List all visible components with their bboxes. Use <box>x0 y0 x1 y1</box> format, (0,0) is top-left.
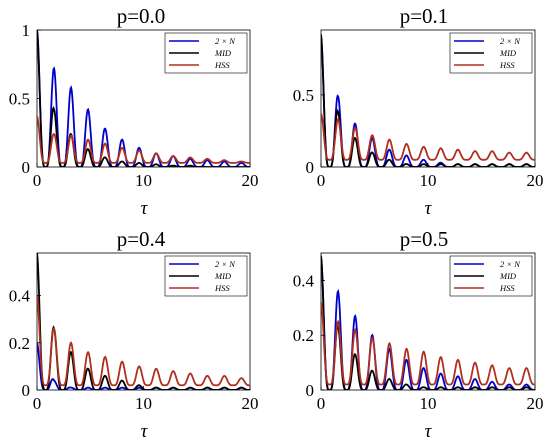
legend-label: MID <box>499 48 517 58</box>
legend: 2 × N MID HSS <box>164 255 248 297</box>
x-tick-label: 10 <box>135 394 152 413</box>
subplot-p1: p=0.1 τ 0 10 20 0 0.5 2 × N MID HSS <box>293 4 544 219</box>
subplot-p0: p=0.0 τ 0 10 20 0 0.5 1 2 × N MID HSS <box>9 4 259 219</box>
series-line-2 <box>37 295 250 387</box>
y-tick-label: 0.4 <box>293 271 315 290</box>
x-tick-label: 20 <box>527 394 544 413</box>
x-axis-label: τ <box>425 198 433 219</box>
legend: 2 × N MID HSS <box>449 255 533 297</box>
y-tick-label: 0 <box>22 158 31 177</box>
subplot-p5: p=0.5 τ 0 10 20 0 0.2 0.4 2 × N MID HSS <box>293 227 544 440</box>
x-axis-label: τ <box>141 198 149 219</box>
y-tick-label: 0.5 <box>293 86 314 105</box>
legend-label: HSS <box>214 283 230 293</box>
legend-label: HSS <box>499 60 515 70</box>
legend: 2 × N MID HSS <box>449 32 533 74</box>
subplot-title: p=0.1 <box>400 4 449 28</box>
series-line-2 <box>37 115 250 164</box>
series-line-2 <box>321 113 535 161</box>
legend-label: MID <box>214 271 232 281</box>
x-tick-label: 0 <box>33 171 42 190</box>
y-tick-label: 0.2 <box>293 326 314 345</box>
x-tick-label: 0 <box>317 394 326 413</box>
legend-label: MID <box>214 48 232 58</box>
legend-label: 2 × N <box>500 259 521 269</box>
legend-label: MID <box>499 271 517 281</box>
legend-label: HSS <box>499 283 515 293</box>
series-line-2 <box>321 302 535 386</box>
x-tick-label: 0 <box>33 394 42 413</box>
x-tick-label: 20 <box>242 394 259 413</box>
x-tick-label: 20 <box>242 171 259 190</box>
legend-label: 2 × N <box>215 259 236 269</box>
legend: 2 × N MID HSS <box>164 32 248 74</box>
x-axis-label: τ <box>425 421 433 440</box>
x-tick-label: 0 <box>317 171 326 190</box>
y-tick-label: 0 <box>306 381 315 400</box>
legend-label: 2 × N <box>500 36 521 46</box>
y-tick-label: 0.4 <box>9 287 31 306</box>
legend-label: 2 × N <box>215 36 236 46</box>
y-tick-label: 0.5 <box>9 90 30 109</box>
x-tick-label: 10 <box>135 171 152 190</box>
y-tick-label: 1 <box>22 21 31 40</box>
y-tick-label: 0.2 <box>9 334 30 353</box>
subplot-p4: p=0.4 τ 0 10 20 0 0.2 0.4 2 × N MID HSS <box>9 227 259 440</box>
subplot-title: p=0.5 <box>400 227 449 251</box>
y-tick-label: 0 <box>22 381 31 400</box>
x-tick-label: 10 <box>420 171 437 190</box>
subplot-title: p=0.4 <box>117 227 166 251</box>
x-tick-label: 20 <box>527 171 544 190</box>
legend-label: HSS <box>214 60 230 70</box>
y-tick-label: 0 <box>306 158 315 177</box>
x-tick-label: 10 <box>420 394 437 413</box>
x-axis-label: τ <box>141 421 149 440</box>
subplot-title: p=0.0 <box>117 4 166 28</box>
